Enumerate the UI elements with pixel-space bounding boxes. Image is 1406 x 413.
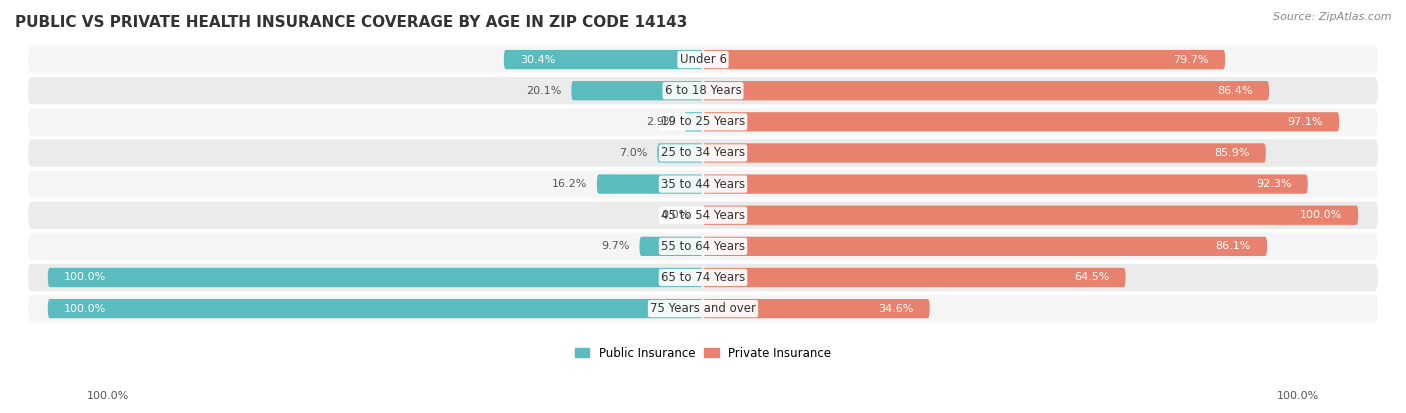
- Text: 64.5%: 64.5%: [1074, 273, 1109, 282]
- Text: 75 Years and over: 75 Years and over: [650, 302, 756, 315]
- Text: 55 to 64 Years: 55 to 64 Years: [661, 240, 745, 253]
- Legend: Public Insurance, Private Insurance: Public Insurance, Private Insurance: [571, 342, 835, 364]
- FancyBboxPatch shape: [28, 139, 1378, 167]
- Text: 100.0%: 100.0%: [65, 273, 107, 282]
- FancyBboxPatch shape: [657, 143, 703, 163]
- FancyBboxPatch shape: [28, 295, 1378, 322]
- Text: 100.0%: 100.0%: [87, 391, 129, 401]
- FancyBboxPatch shape: [703, 237, 1267, 256]
- Text: 85.9%: 85.9%: [1213, 148, 1250, 158]
- FancyBboxPatch shape: [28, 202, 1378, 229]
- FancyBboxPatch shape: [598, 174, 703, 194]
- Text: 45 to 54 Years: 45 to 54 Years: [661, 209, 745, 222]
- FancyBboxPatch shape: [28, 264, 1378, 291]
- Text: 79.7%: 79.7%: [1173, 55, 1209, 64]
- FancyBboxPatch shape: [28, 77, 1378, 104]
- FancyBboxPatch shape: [703, 112, 1340, 131]
- FancyBboxPatch shape: [703, 50, 1225, 69]
- Text: 20.1%: 20.1%: [526, 86, 561, 96]
- Text: 6 to 18 Years: 6 to 18 Years: [665, 84, 741, 97]
- Text: 35 to 44 Years: 35 to 44 Years: [661, 178, 745, 190]
- FancyBboxPatch shape: [683, 112, 703, 131]
- Text: 2.9%: 2.9%: [645, 117, 673, 127]
- Text: PUBLIC VS PRIVATE HEALTH INSURANCE COVERAGE BY AGE IN ZIP CODE 14143: PUBLIC VS PRIVATE HEALTH INSURANCE COVER…: [15, 15, 688, 30]
- Text: 0.0%: 0.0%: [662, 210, 690, 220]
- FancyBboxPatch shape: [703, 206, 1358, 225]
- FancyBboxPatch shape: [48, 268, 703, 287]
- FancyBboxPatch shape: [28, 171, 1378, 198]
- FancyBboxPatch shape: [703, 299, 929, 318]
- Text: 16.2%: 16.2%: [551, 179, 588, 189]
- Text: 100.0%: 100.0%: [1299, 210, 1341, 220]
- Text: 92.3%: 92.3%: [1256, 179, 1291, 189]
- Text: 30.4%: 30.4%: [520, 55, 555, 64]
- Text: 86.4%: 86.4%: [1218, 86, 1253, 96]
- FancyBboxPatch shape: [48, 299, 703, 318]
- Text: 34.6%: 34.6%: [877, 304, 914, 313]
- Text: 19 to 25 Years: 19 to 25 Years: [661, 115, 745, 128]
- Text: 100.0%: 100.0%: [1277, 391, 1319, 401]
- FancyBboxPatch shape: [503, 50, 703, 69]
- FancyBboxPatch shape: [571, 81, 703, 100]
- Text: Under 6: Under 6: [679, 53, 727, 66]
- FancyBboxPatch shape: [703, 81, 1270, 100]
- FancyBboxPatch shape: [28, 233, 1378, 260]
- FancyBboxPatch shape: [640, 237, 703, 256]
- Text: 100.0%: 100.0%: [65, 304, 107, 313]
- Text: 86.1%: 86.1%: [1215, 241, 1251, 252]
- Text: 25 to 34 Years: 25 to 34 Years: [661, 147, 745, 159]
- FancyBboxPatch shape: [703, 174, 1308, 194]
- Text: 65 to 74 Years: 65 to 74 Years: [661, 271, 745, 284]
- Text: 9.7%: 9.7%: [602, 241, 630, 252]
- Text: 7.0%: 7.0%: [619, 148, 647, 158]
- Text: Source: ZipAtlas.com: Source: ZipAtlas.com: [1274, 12, 1392, 22]
- FancyBboxPatch shape: [703, 143, 1265, 163]
- FancyBboxPatch shape: [703, 268, 1126, 287]
- FancyBboxPatch shape: [28, 46, 1378, 73]
- Text: 97.1%: 97.1%: [1288, 117, 1323, 127]
- FancyBboxPatch shape: [28, 108, 1378, 135]
